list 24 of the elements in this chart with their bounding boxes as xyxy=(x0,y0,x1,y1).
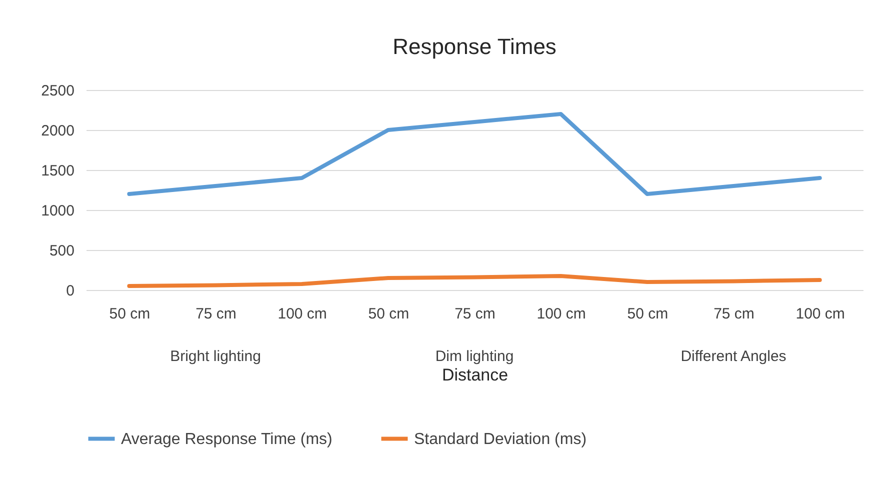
y-tick-label: 2000 xyxy=(41,122,74,140)
y-tick-label: 500 xyxy=(49,242,74,260)
legend-label: Average Response Time (ms) xyxy=(121,430,332,448)
y-tick-label: 1000 xyxy=(41,202,74,220)
text: Bright lighting xyxy=(170,348,261,365)
legend-label: Standard Deviation (ms) xyxy=(414,430,587,448)
x-tick-label: 100 cm xyxy=(796,306,845,322)
line-series xyxy=(127,112,822,196)
text: Dim lighting xyxy=(435,348,514,365)
y-tick-label: 0 xyxy=(66,282,74,300)
x-tick-label: 100 cm xyxy=(278,306,327,322)
x-tick-label: 75 cm xyxy=(196,306,236,322)
x-tick-label: 75 cm xyxy=(454,306,496,322)
x-tick-label: 75 cm xyxy=(714,306,754,322)
text: Different Angles xyxy=(680,348,786,365)
x-tick-label: 50 cm xyxy=(368,306,410,322)
chart-title: Response Times xyxy=(392,34,556,59)
y-tick-label: 2500 xyxy=(41,82,74,100)
x-tick-label: 50 cm xyxy=(627,306,668,322)
line-series xyxy=(127,274,822,288)
x-tick-label: 100 cm xyxy=(536,306,586,322)
x-tick-label: 50 cm xyxy=(109,306,150,322)
y-tick-label: 1500 xyxy=(41,162,74,180)
x-axis-title: Distance xyxy=(442,366,508,384)
